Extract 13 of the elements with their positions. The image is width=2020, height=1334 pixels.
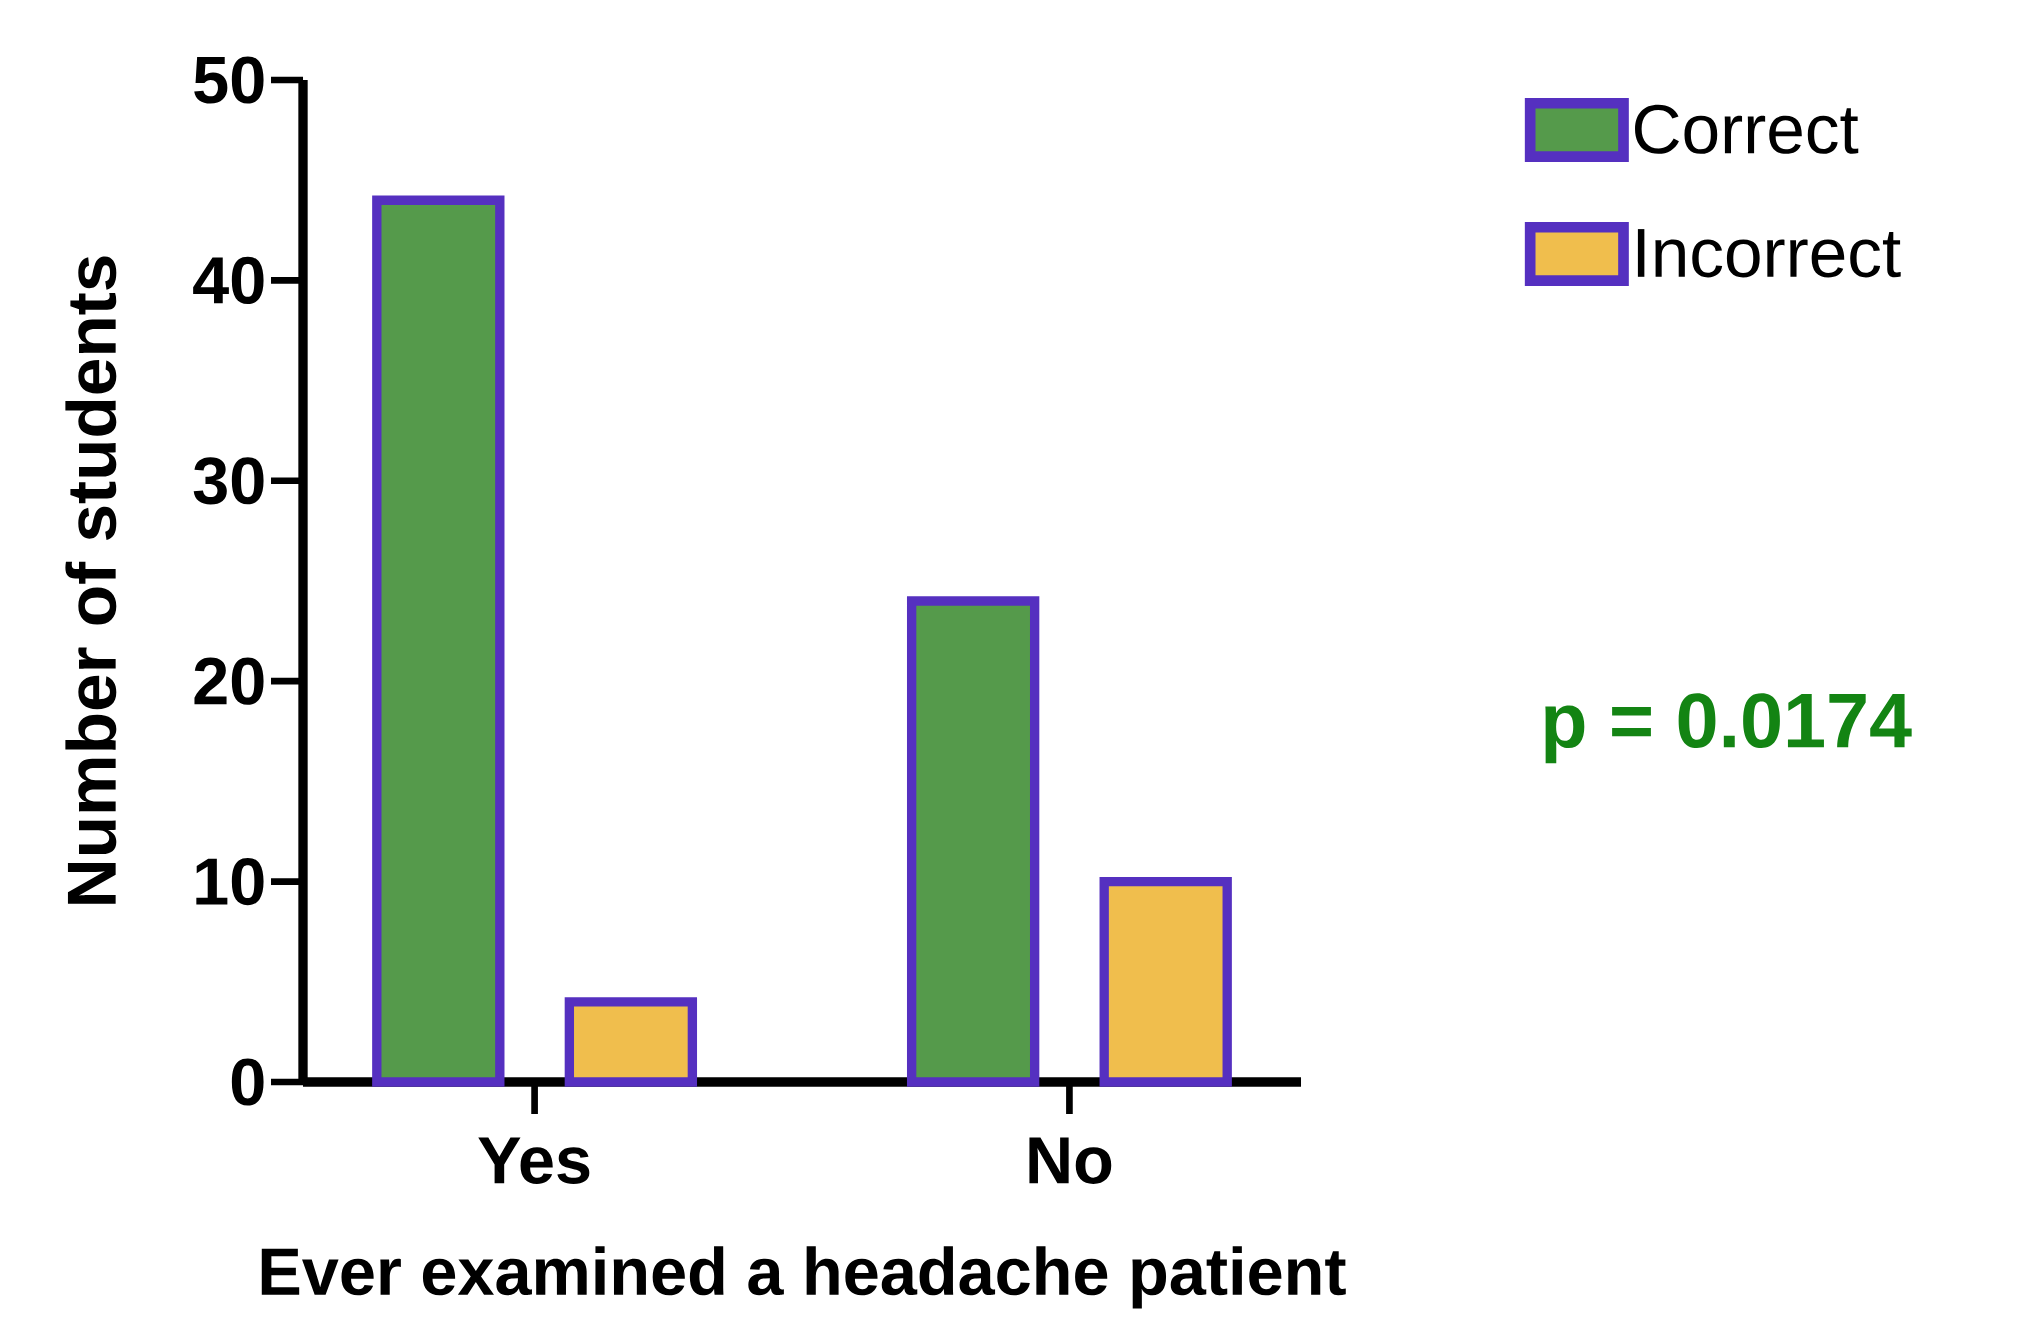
y-axis-title: Number of students (65, 256, 117, 904)
text: p = 0.0174 (1545, 693, 1912, 764)
y-tick-label: 40 (193, 256, 264, 304)
y-tick-label: 50 (194, 56, 264, 104)
x-axis-title: Ever examined a headache patient (261, 1246, 1346, 1309)
legend-label: Correct (1635, 104, 1859, 154)
legend-label: Incorrect (1637, 229, 1901, 278)
y-tick-label: 30 (193, 457, 264, 505)
x-tick-label: Yes (478, 1137, 590, 1184)
x-tick-label: No (1029, 1137, 1112, 1184)
y-tick-label: 10 (196, 857, 264, 906)
y-tick-label: 20 (194, 657, 264, 705)
y-tick-label: 0 (231, 1058, 264, 1106)
